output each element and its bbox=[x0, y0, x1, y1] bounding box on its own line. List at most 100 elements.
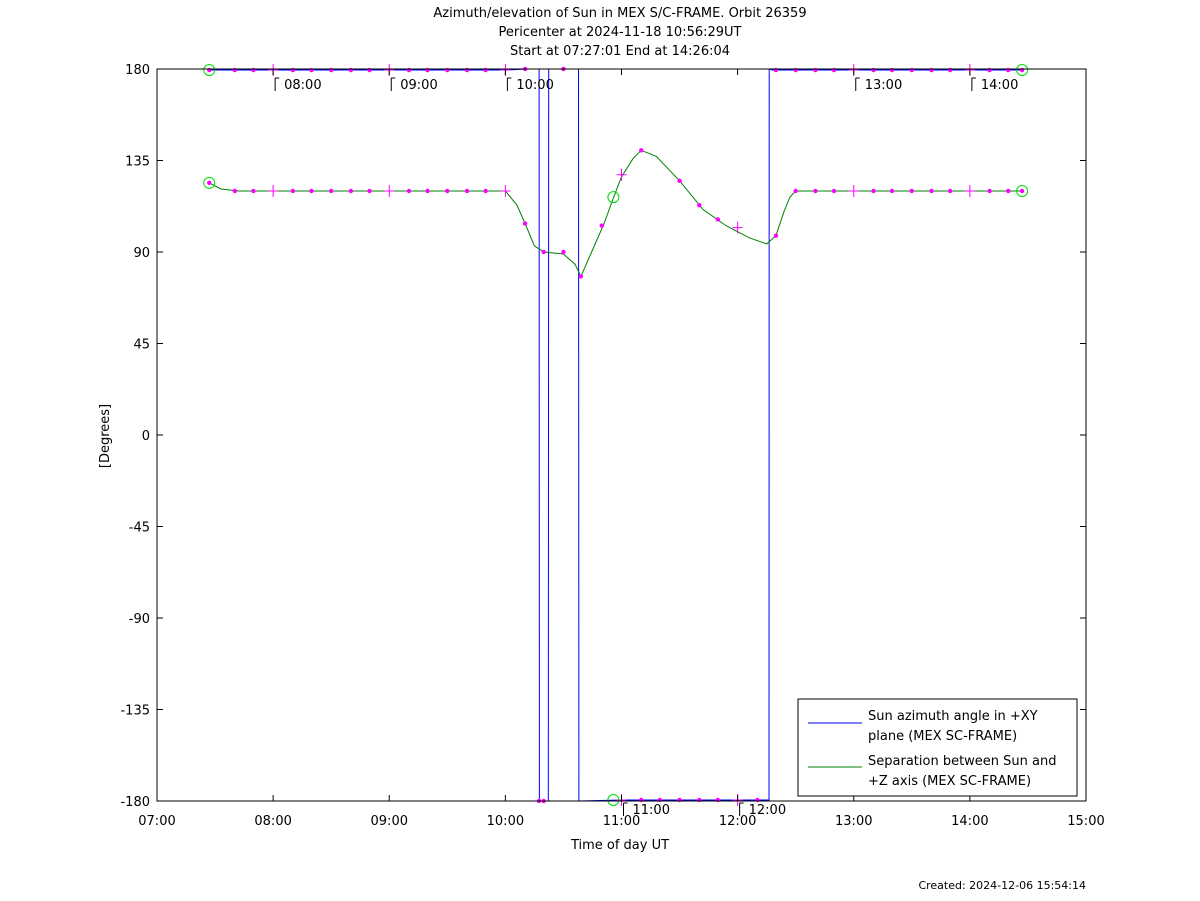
data-point-dot bbox=[464, 67, 470, 73]
y-tick-label: 90 bbox=[133, 246, 150, 261]
data-point-dot bbox=[889, 67, 895, 73]
data-point-dot bbox=[831, 188, 837, 194]
data-point-dot bbox=[677, 178, 682, 184]
data-point-dot bbox=[464, 188, 470, 194]
data-point-dot bbox=[541, 249, 546, 255]
time-annotation-label: 12:00 bbox=[749, 803, 786, 818]
event-circle-marker bbox=[203, 64, 216, 77]
chart-title-line-3: Start at 07:27:01 End at 14:26:04 bbox=[510, 44, 730, 59]
annotation-layer: 08:00 09:00 10:00 13:00 14:00 11:00 12:00 bbox=[274, 77, 1018, 818]
data-point-cross bbox=[500, 185, 511, 197]
data-point-dot bbox=[578, 274, 584, 279]
x-tick-label: 15:00 bbox=[1067, 814, 1104, 829]
data-point-dot bbox=[697, 797, 702, 803]
data-point-dot bbox=[697, 203, 702, 208]
legend: Sun azimuth angle in +XY plane (MEX SC-F… bbox=[797, 698, 1078, 797]
data-point-cross bbox=[732, 221, 743, 234]
x-tick-label: 13:00 bbox=[835, 814, 872, 829]
time-annotation-label: 10:00 bbox=[516, 78, 553, 93]
data-point-dot bbox=[207, 67, 212, 73]
legend-label-separation-line-2: +Z axis (MEX SC-FRAME) bbox=[868, 774, 1031, 789]
data-point-dot bbox=[1005, 67, 1011, 73]
series-line-sun-azimuth bbox=[209, 68, 1023, 802]
time-annotation-label: 09:00 bbox=[400, 78, 437, 93]
y-tick-label: -180 bbox=[120, 795, 150, 810]
data-point-dot bbox=[929, 188, 934, 194]
created-timestamp: Created: 2024-12-06 15:54:14 bbox=[918, 879, 1086, 892]
y-tick-label: 45 bbox=[133, 338, 150, 353]
time-annotation: 10:00 bbox=[506, 77, 554, 93]
data-point-dot bbox=[909, 188, 915, 194]
data-point-dot bbox=[309, 188, 314, 194]
data-point-dot bbox=[1019, 67, 1025, 73]
legend-label-azimuth-line-2: plane (MEX SC-FRAME) bbox=[868, 729, 1017, 744]
y-tick-label: -135 bbox=[120, 704, 150, 719]
data-point-cross bbox=[384, 185, 395, 197]
data-point-dot bbox=[1005, 188, 1011, 194]
data-point-dot bbox=[425, 67, 430, 73]
data-point-dot bbox=[773, 233, 779, 238]
data-point-dot bbox=[715, 797, 721, 803]
y-tick-label: 0 bbox=[142, 429, 150, 444]
data-point-dot bbox=[425, 188, 430, 194]
legend-box bbox=[797, 698, 1078, 797]
data-point-dot bbox=[657, 797, 663, 803]
event-circle-marker bbox=[1016, 185, 1029, 197]
data-point-dot bbox=[813, 188, 818, 194]
data-point-cross bbox=[848, 185, 859, 197]
data-point-dot bbox=[639, 148, 644, 153]
data-point-dot bbox=[483, 67, 488, 73]
x-tick-label: 14:00 bbox=[951, 814, 988, 829]
y-tick-label: -90 bbox=[129, 612, 150, 627]
data-point-dot bbox=[367, 188, 372, 194]
series-layer bbox=[209, 68, 1023, 802]
event-circle-marker bbox=[203, 176, 216, 189]
data-point-dot bbox=[677, 797, 682, 803]
marker-layer bbox=[203, 64, 1029, 806]
data-point-dot bbox=[639, 797, 644, 803]
event-circle-marker bbox=[607, 191, 620, 204]
data-point-dot bbox=[406, 67, 412, 73]
data-point-dot bbox=[348, 188, 354, 194]
data-point-dot bbox=[348, 67, 354, 73]
data-point-dot bbox=[251, 188, 256, 194]
y-tick-label: 135 bbox=[125, 155, 150, 170]
data-point-cross bbox=[268, 185, 279, 197]
data-point-dot bbox=[871, 67, 876, 73]
data-point-dot bbox=[406, 188, 412, 194]
data-point-dot bbox=[251, 67, 256, 73]
data-point-dot bbox=[561, 249, 566, 255]
x-tick-label: 09:00 bbox=[371, 814, 408, 829]
data-point-dot bbox=[367, 67, 372, 73]
series-line-sun-z-separation bbox=[209, 149, 1023, 278]
data-point-dot bbox=[755, 797, 760, 803]
data-point-dot bbox=[483, 188, 488, 194]
x-tick-label: 12:00 bbox=[719, 814, 756, 829]
time-annotation: 13:00 bbox=[855, 77, 902, 93]
x-tick-label: 07:00 bbox=[138, 814, 175, 829]
data-point-dot bbox=[522, 221, 528, 226]
time-annotation: 08:00 bbox=[274, 77, 322, 93]
time-annotation-label: 13:00 bbox=[865, 78, 902, 93]
x-tick-label: 11:00 bbox=[603, 814, 640, 829]
data-point-cross bbox=[964, 185, 975, 197]
data-point-dot bbox=[309, 67, 314, 73]
event-circle-marker bbox=[1016, 64, 1029, 77]
time-annotation: 09:00 bbox=[390, 77, 438, 93]
data-point-dot bbox=[445, 188, 450, 194]
data-point-dot bbox=[328, 67, 334, 73]
time-annotation-label: 14:00 bbox=[981, 78, 1018, 93]
time-annotation-label: 08:00 bbox=[284, 78, 321, 93]
data-point-dot bbox=[987, 188, 992, 194]
data-point-cross bbox=[616, 168, 627, 181]
data-point-dot bbox=[232, 188, 238, 194]
x-tick-label: 08:00 bbox=[254, 814, 291, 829]
time-annotation: 14:00 bbox=[971, 77, 1018, 93]
data-point-dot bbox=[328, 188, 334, 194]
data-point-dot bbox=[773, 67, 779, 73]
data-point-dot bbox=[947, 67, 953, 73]
data-point-dot bbox=[715, 217, 721, 222]
y-axis-label: [Degrees] bbox=[98, 404, 113, 468]
data-point-dot bbox=[290, 67, 296, 73]
